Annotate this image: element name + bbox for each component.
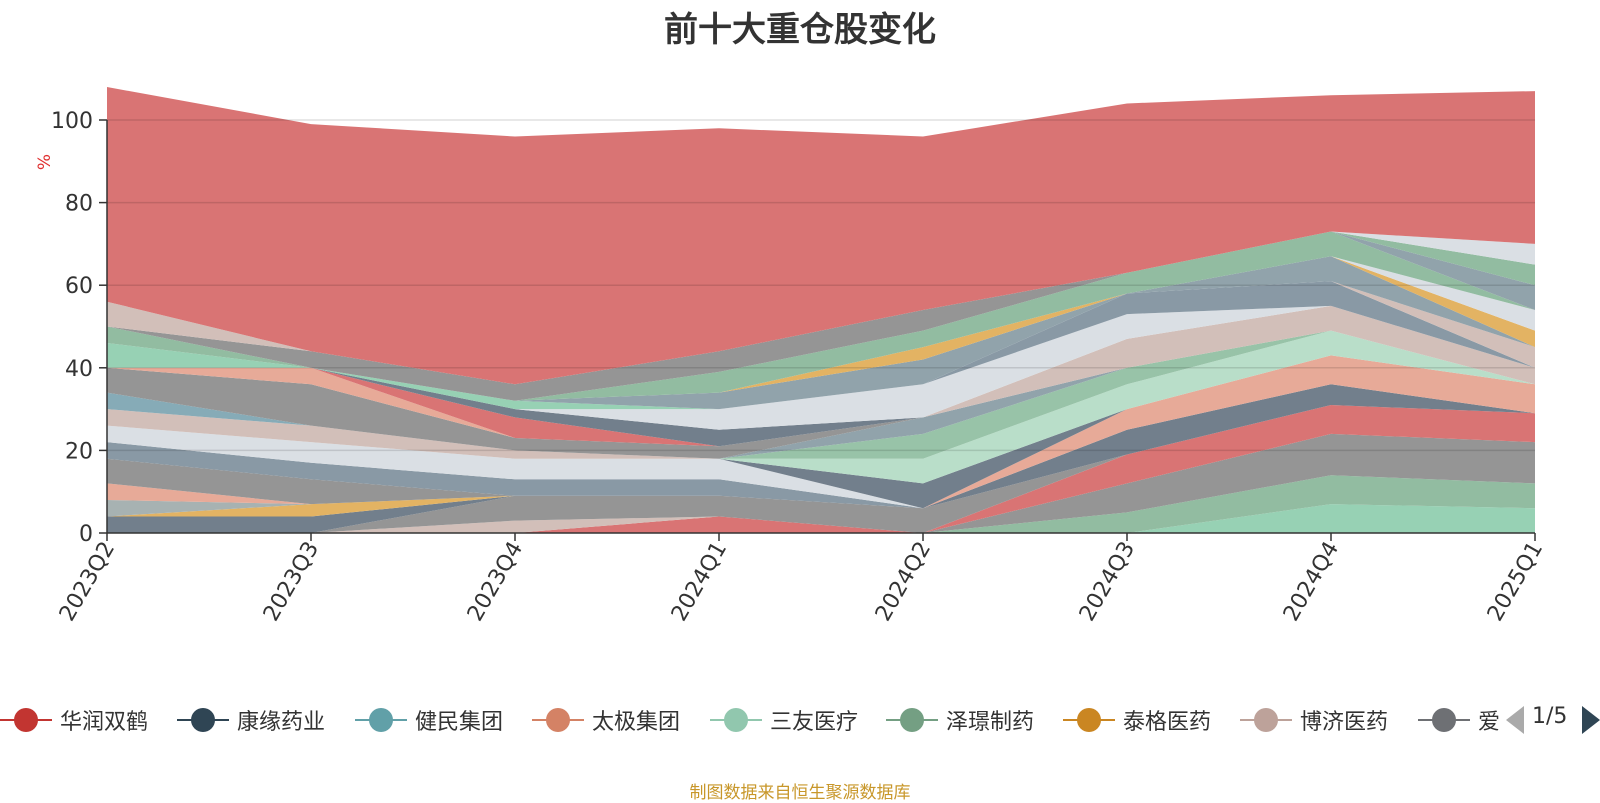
legend-label: 康缘药业 xyxy=(237,710,326,735)
y-axis-label: % xyxy=(35,154,55,170)
y-tick-label: 80 xyxy=(65,192,93,217)
legend-label: 博济医药 xyxy=(1300,710,1389,735)
area-series-12 xyxy=(107,355,1535,509)
area-series-32 xyxy=(107,231,1535,401)
legend-label: 泰格医药 xyxy=(1123,710,1212,735)
chart-title: 前十大重仓股变化 xyxy=(664,10,936,50)
legend-label: 三友医疗 xyxy=(770,710,859,735)
area-series-0 xyxy=(107,504,1535,533)
legend-label: 泽璟制药 xyxy=(946,710,1035,735)
area-series-38 xyxy=(107,87,1535,385)
y-tick-label: 0 xyxy=(79,522,93,547)
area-series-23 xyxy=(107,305,1535,430)
x-tick-label: 2023Q4 xyxy=(463,538,528,626)
legend-marker-icon xyxy=(0,700,52,740)
area-series-13 xyxy=(107,355,1535,509)
y-tick-label: 40 xyxy=(65,357,93,382)
legend-item[interactable]: 爱 xyxy=(1418,700,1500,740)
grid-lines xyxy=(107,119,1535,452)
x-tick-label: 2023Q2 xyxy=(55,538,120,626)
area-series-2 xyxy=(107,433,1535,533)
area-series-17 xyxy=(107,305,1535,459)
legend-item[interactable]: 太极集团 xyxy=(532,700,680,740)
legend-label: 华润双鹤 xyxy=(60,710,149,735)
x-tick-label: 2025Q1 xyxy=(1483,538,1548,626)
legend-marker-icon xyxy=(886,700,938,740)
area-series-15 xyxy=(107,330,1535,459)
legend-label: 爱 xyxy=(1478,710,1500,735)
x-tick-label: 2024Q2 xyxy=(871,538,936,626)
legend-label: 健民集团 xyxy=(415,710,504,735)
stacked-area-chart: 0 20 40 60 80 100 2023Q2 2023Q3 2023Q4 2024Q1 2024… xyxy=(35,87,1548,626)
legend-item[interactable]: 华润双鹤 xyxy=(0,700,148,740)
legend-marker-icon xyxy=(355,700,407,740)
legend-marker-icon xyxy=(1418,700,1470,740)
area-series-3 xyxy=(107,405,1535,533)
x-tick-label: 2023Q3 xyxy=(259,538,324,626)
data-source-note: 制图数据来自恒生聚源数据库 xyxy=(689,783,911,803)
y-tick-label: 100 xyxy=(51,109,93,134)
x-tick-label: 2024Q1 xyxy=(667,538,732,626)
legend-marker-icon xyxy=(710,700,762,740)
legend-page-indicator: 1/5 xyxy=(1532,704,1568,729)
legend-marker-icon xyxy=(1063,700,1115,740)
legend-item[interactable]: 泰格医药 xyxy=(1063,700,1211,740)
area-series-group xyxy=(107,87,1535,533)
area-series-5 xyxy=(107,405,1535,533)
x-tick-label: 2024Q3 xyxy=(1075,538,1140,626)
area-series-27 xyxy=(107,256,1535,410)
area-series-9 xyxy=(107,355,1535,509)
legend: 华润双鹤 康缘药业 健民集团 太极集团 三友医疗 泽璟制药 泰格医药 博济医药 爱 xyxy=(0,700,1500,740)
area-series-28 xyxy=(107,256,1535,401)
legend-next-page-button[interactable] xyxy=(1582,706,1600,734)
legend-marker-icon xyxy=(177,700,229,740)
area-series-8 xyxy=(107,384,1535,517)
area-series-6 xyxy=(107,384,1535,533)
legend-item[interactable]: 泽璟制药 xyxy=(886,700,1034,740)
legend-item[interactable]: 健民集团 xyxy=(355,700,503,740)
area-series-36 xyxy=(107,231,1535,385)
area-series-1 xyxy=(107,475,1535,533)
legend-item[interactable]: 博济医药 xyxy=(1240,700,1388,740)
legend-pager: 1/5 xyxy=(1500,700,1600,740)
legend-label: 太极集团 xyxy=(592,710,681,735)
legend-item[interactable]: 康缘药业 xyxy=(177,700,325,740)
legend-item[interactable]: 三友医疗 xyxy=(710,700,858,740)
legend-marker-icon xyxy=(1240,700,1292,740)
area-series-21 xyxy=(107,305,1535,447)
area-series-10 xyxy=(107,355,1535,509)
y-tick-label: 20 xyxy=(65,439,93,464)
y-tick-label: 60 xyxy=(65,274,93,299)
area-series-33 xyxy=(107,231,1535,401)
legend-marker-icon xyxy=(532,700,584,740)
x-tick-label: 2024Q4 xyxy=(1279,538,1344,626)
legend-prev-page-button[interactable] xyxy=(1506,706,1524,734)
